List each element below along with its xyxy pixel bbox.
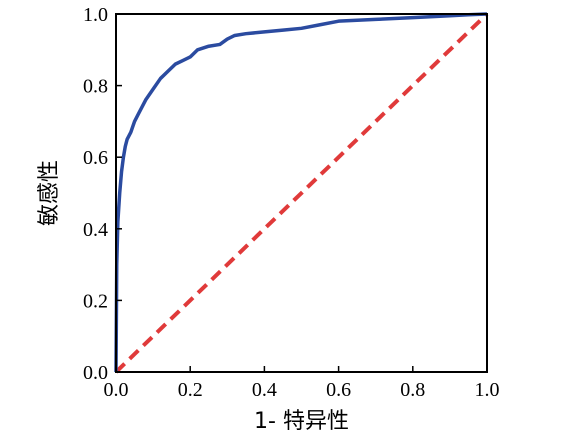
x-tick-label: 0.4 — [252, 379, 277, 401]
plot-frame — [115, 13, 488, 373]
y-tick-label: 0.4 — [83, 219, 108, 241]
x-tick-label: 0.0 — [104, 379, 129, 401]
reference-diagonal-line — [114, 12, 489, 374]
x-axis-title: 1- 特异性 — [254, 409, 349, 434]
x-tick-label: 1.0 — [475, 379, 500, 401]
roc-curve-line — [114, 12, 488, 373]
x-tick-label: 0.2 — [178, 379, 203, 401]
y-tick-label: 0.0 — [83, 362, 108, 384]
y-tick-label: 0.8 — [83, 76, 108, 98]
axes: 0.0 0.2 0.4 0.6 0.8 1.0 0.0 0.2 0.4 0.6 0.8 1.0 — [83, 4, 500, 401]
y-axis-title: 敏感性 — [37, 160, 62, 226]
plot-area — [114, 12, 489, 374]
y-tick-label: 1.0 — [83, 4, 108, 26]
x-tick-label: 0.6 — [326, 379, 351, 401]
x-tick-label: 0.8 — [400, 379, 425, 401]
y-tick-label: 0.2 — [83, 290, 108, 312]
y-tick-label: 0.6 — [83, 147, 108, 169]
